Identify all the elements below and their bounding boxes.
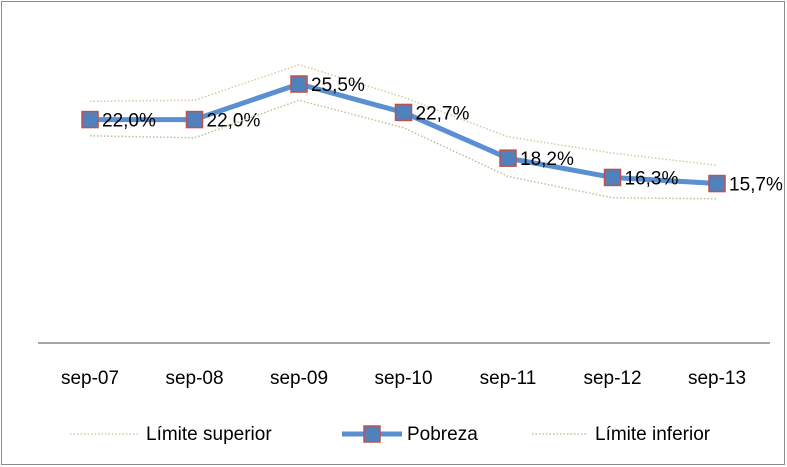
marker: [708, 174, 726, 193]
legend-label: Límite inferior: [595, 424, 711, 445]
x-tick-label: sep-13: [688, 368, 746, 389]
x-tick-label: sep-11: [480, 368, 537, 389]
x-tick-label: sep-09: [270, 368, 328, 389]
marker: [499, 149, 517, 167]
data-label: 25,5%: [311, 75, 365, 96]
marker: [603, 168, 622, 187]
data-label: 16,3%: [625, 168, 679, 189]
x-tick-label: sep-07: [61, 368, 119, 389]
data-label: 22,0%: [102, 111, 156, 132]
legend-label: Pobreza: [407, 424, 478, 445]
marker: [290, 75, 308, 93]
data-label: 22,7%: [416, 103, 470, 124]
legend-label: Límite superior: [146, 424, 272, 445]
x-tick-label: sep-10: [374, 368, 432, 389]
legend-marker: [363, 425, 381, 443]
data-label: 15,7%: [729, 175, 783, 196]
data-label: 22,0%: [207, 111, 261, 132]
data-label: 18,2%: [520, 149, 574, 170]
marker: [394, 103, 413, 122]
marker: [81, 110, 99, 129]
marker: [185, 110, 204, 129]
x-tick-label: sep-12: [583, 368, 641, 389]
x-tick-label: sep-08: [165, 368, 223, 389]
